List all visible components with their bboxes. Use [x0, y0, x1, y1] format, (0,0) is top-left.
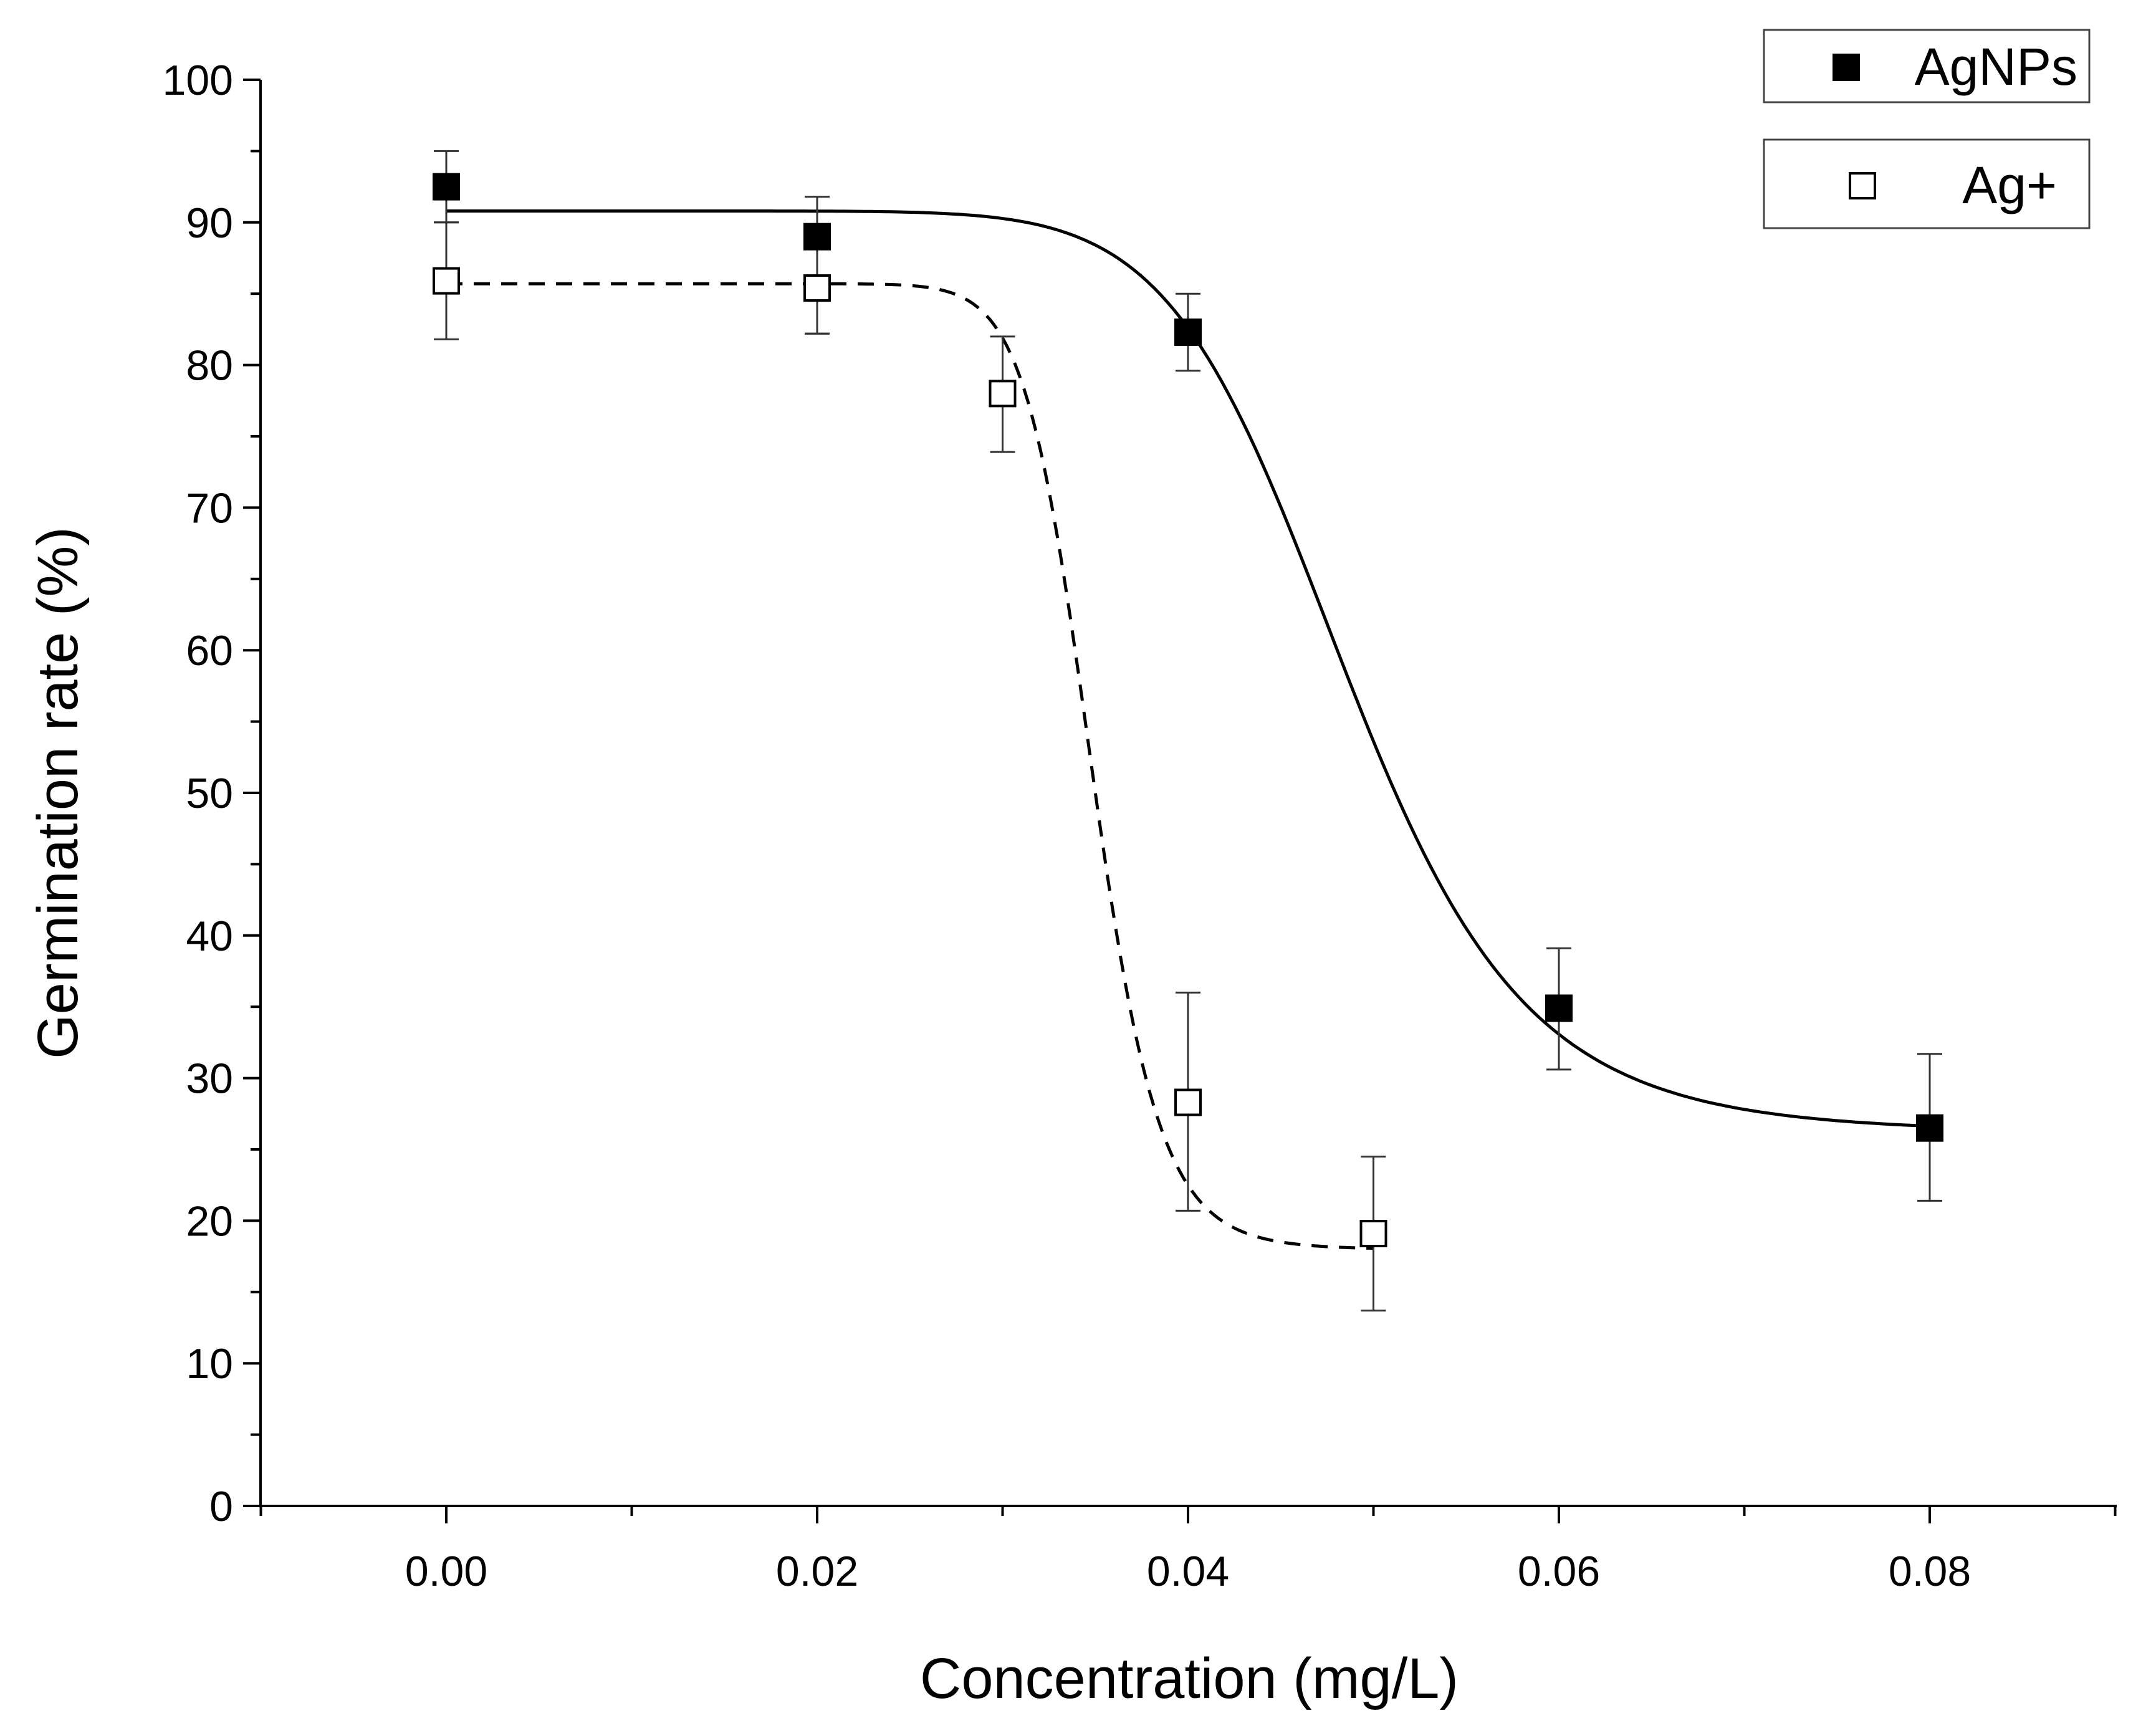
legend-label-ag-plus: Ag+: [1962, 156, 2057, 214]
data-point-ag-plus: [805, 276, 830, 300]
data-point-agnps: [1546, 995, 1571, 1020]
legend-marker-open-square: [1850, 173, 1875, 198]
x-tick-label: 0.04: [1147, 1548, 1229, 1595]
y-tick-label: 80: [186, 342, 233, 390]
y-tick-label: 20: [186, 1197, 233, 1245]
chart-background: [0, 0, 2156, 1721]
data-point-agnps: [805, 224, 830, 249]
data-point-ag-plus: [434, 269, 459, 294]
chart: 0 10 20 30 40 50 60 70 80 90 100 0.00 0.02 0.04 0.06 0…: [0, 0, 2156, 1721]
data-point-ag-plus: [990, 381, 1015, 406]
y-tick-label: 10: [186, 1340, 233, 1388]
y-tick-label: 50: [186, 770, 233, 817]
data-point-agnps: [1917, 1116, 1942, 1141]
y-tick-label: 100: [163, 57, 233, 104]
legend-label-agnps: AgNPs: [1915, 37, 2077, 96]
y-tick-label: 0: [209, 1483, 233, 1530]
data-point-ag-plus: [1361, 1221, 1386, 1246]
y-tick-label: 60: [186, 627, 233, 674]
y-axis-title: Germination rate (%): [26, 527, 90, 1059]
x-axis-title: Concentration (mg/L): [920, 1647, 1459, 1710]
data-point-agnps: [434, 175, 459, 199]
legend-entry-agnps: AgNPs: [1764, 30, 2089, 102]
y-tick-label: 30: [186, 1055, 233, 1103]
x-tick-label: 0.06: [1518, 1548, 1600, 1595]
x-tick-label: 0.08: [1889, 1548, 1971, 1595]
data-point-ag-plus: [1176, 1090, 1200, 1115]
y-tick-label: 70: [186, 484, 233, 532]
legend-entry-ag-plus: Ag+: [1764, 140, 2089, 228]
y-tick-label: 90: [186, 199, 233, 247]
x-tick-label: 0.02: [776, 1548, 858, 1595]
data-point-agnps: [1176, 320, 1200, 345]
x-tick-label: 0.00: [405, 1548, 487, 1595]
y-tick-label: 40: [186, 913, 233, 960]
legend-marker-filled-square: [1834, 55, 1859, 80]
